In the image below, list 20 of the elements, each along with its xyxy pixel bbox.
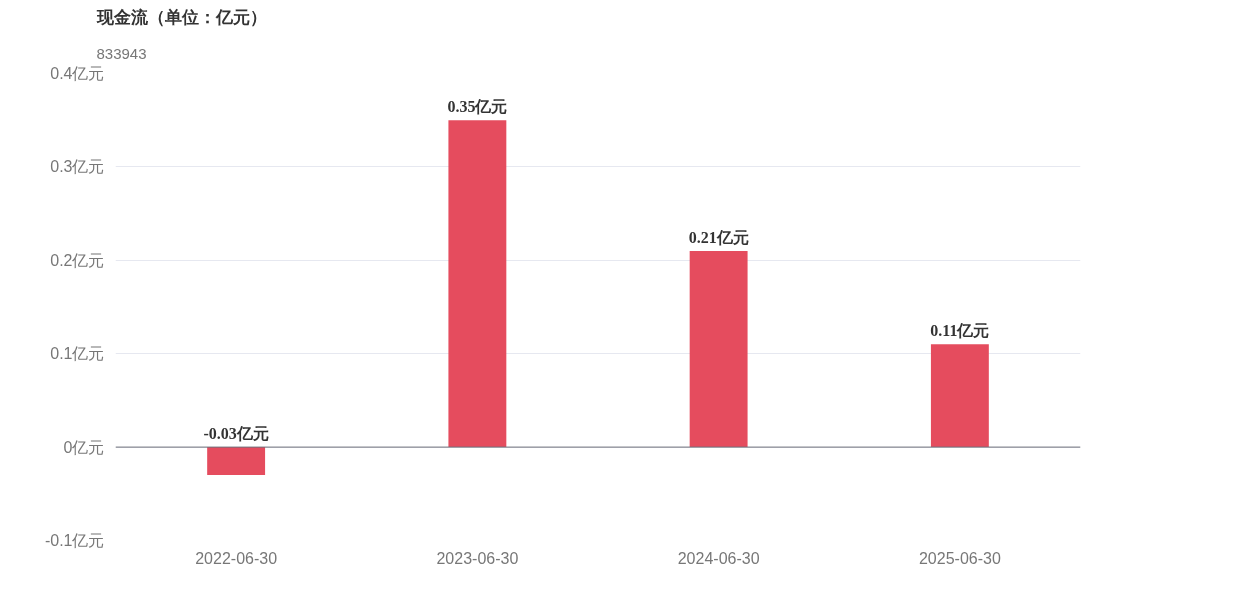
y-tick-label: 0.1亿元 bbox=[50, 345, 105, 363]
x-tick-label: 2024-06-30 bbox=[677, 549, 760, 567]
y-tick-label: 0亿元 bbox=[63, 438, 105, 456]
data-label: 0.21亿元 bbox=[688, 228, 749, 246]
x-tick-label: 2023-06-30 bbox=[436, 549, 519, 567]
x-tick-label: 2025-06-30 bbox=[918, 549, 1001, 567]
data-label: -0.03亿元 bbox=[203, 425, 269, 443]
chart-title: 现金流（单位：亿元） bbox=[95, 7, 267, 27]
y-tick-label: 0.2亿元 bbox=[50, 251, 105, 269]
x-tick-label: 2022-06-30 bbox=[195, 549, 278, 567]
data-label: 0.11亿元 bbox=[930, 322, 990, 340]
y-tick-label: 0.3亿元 bbox=[50, 158, 105, 176]
bar bbox=[448, 120, 507, 448]
bar bbox=[930, 344, 989, 448]
chart-subtitle: 833943 bbox=[96, 44, 147, 62]
y-tick-label: -0.1亿元 bbox=[44, 532, 105, 549]
y-tick-label: 0.4亿元 bbox=[50, 65, 105, 82]
bar bbox=[689, 250, 748, 448]
data-label: 0.35亿元 bbox=[447, 98, 508, 116]
bar bbox=[207, 447, 266, 476]
